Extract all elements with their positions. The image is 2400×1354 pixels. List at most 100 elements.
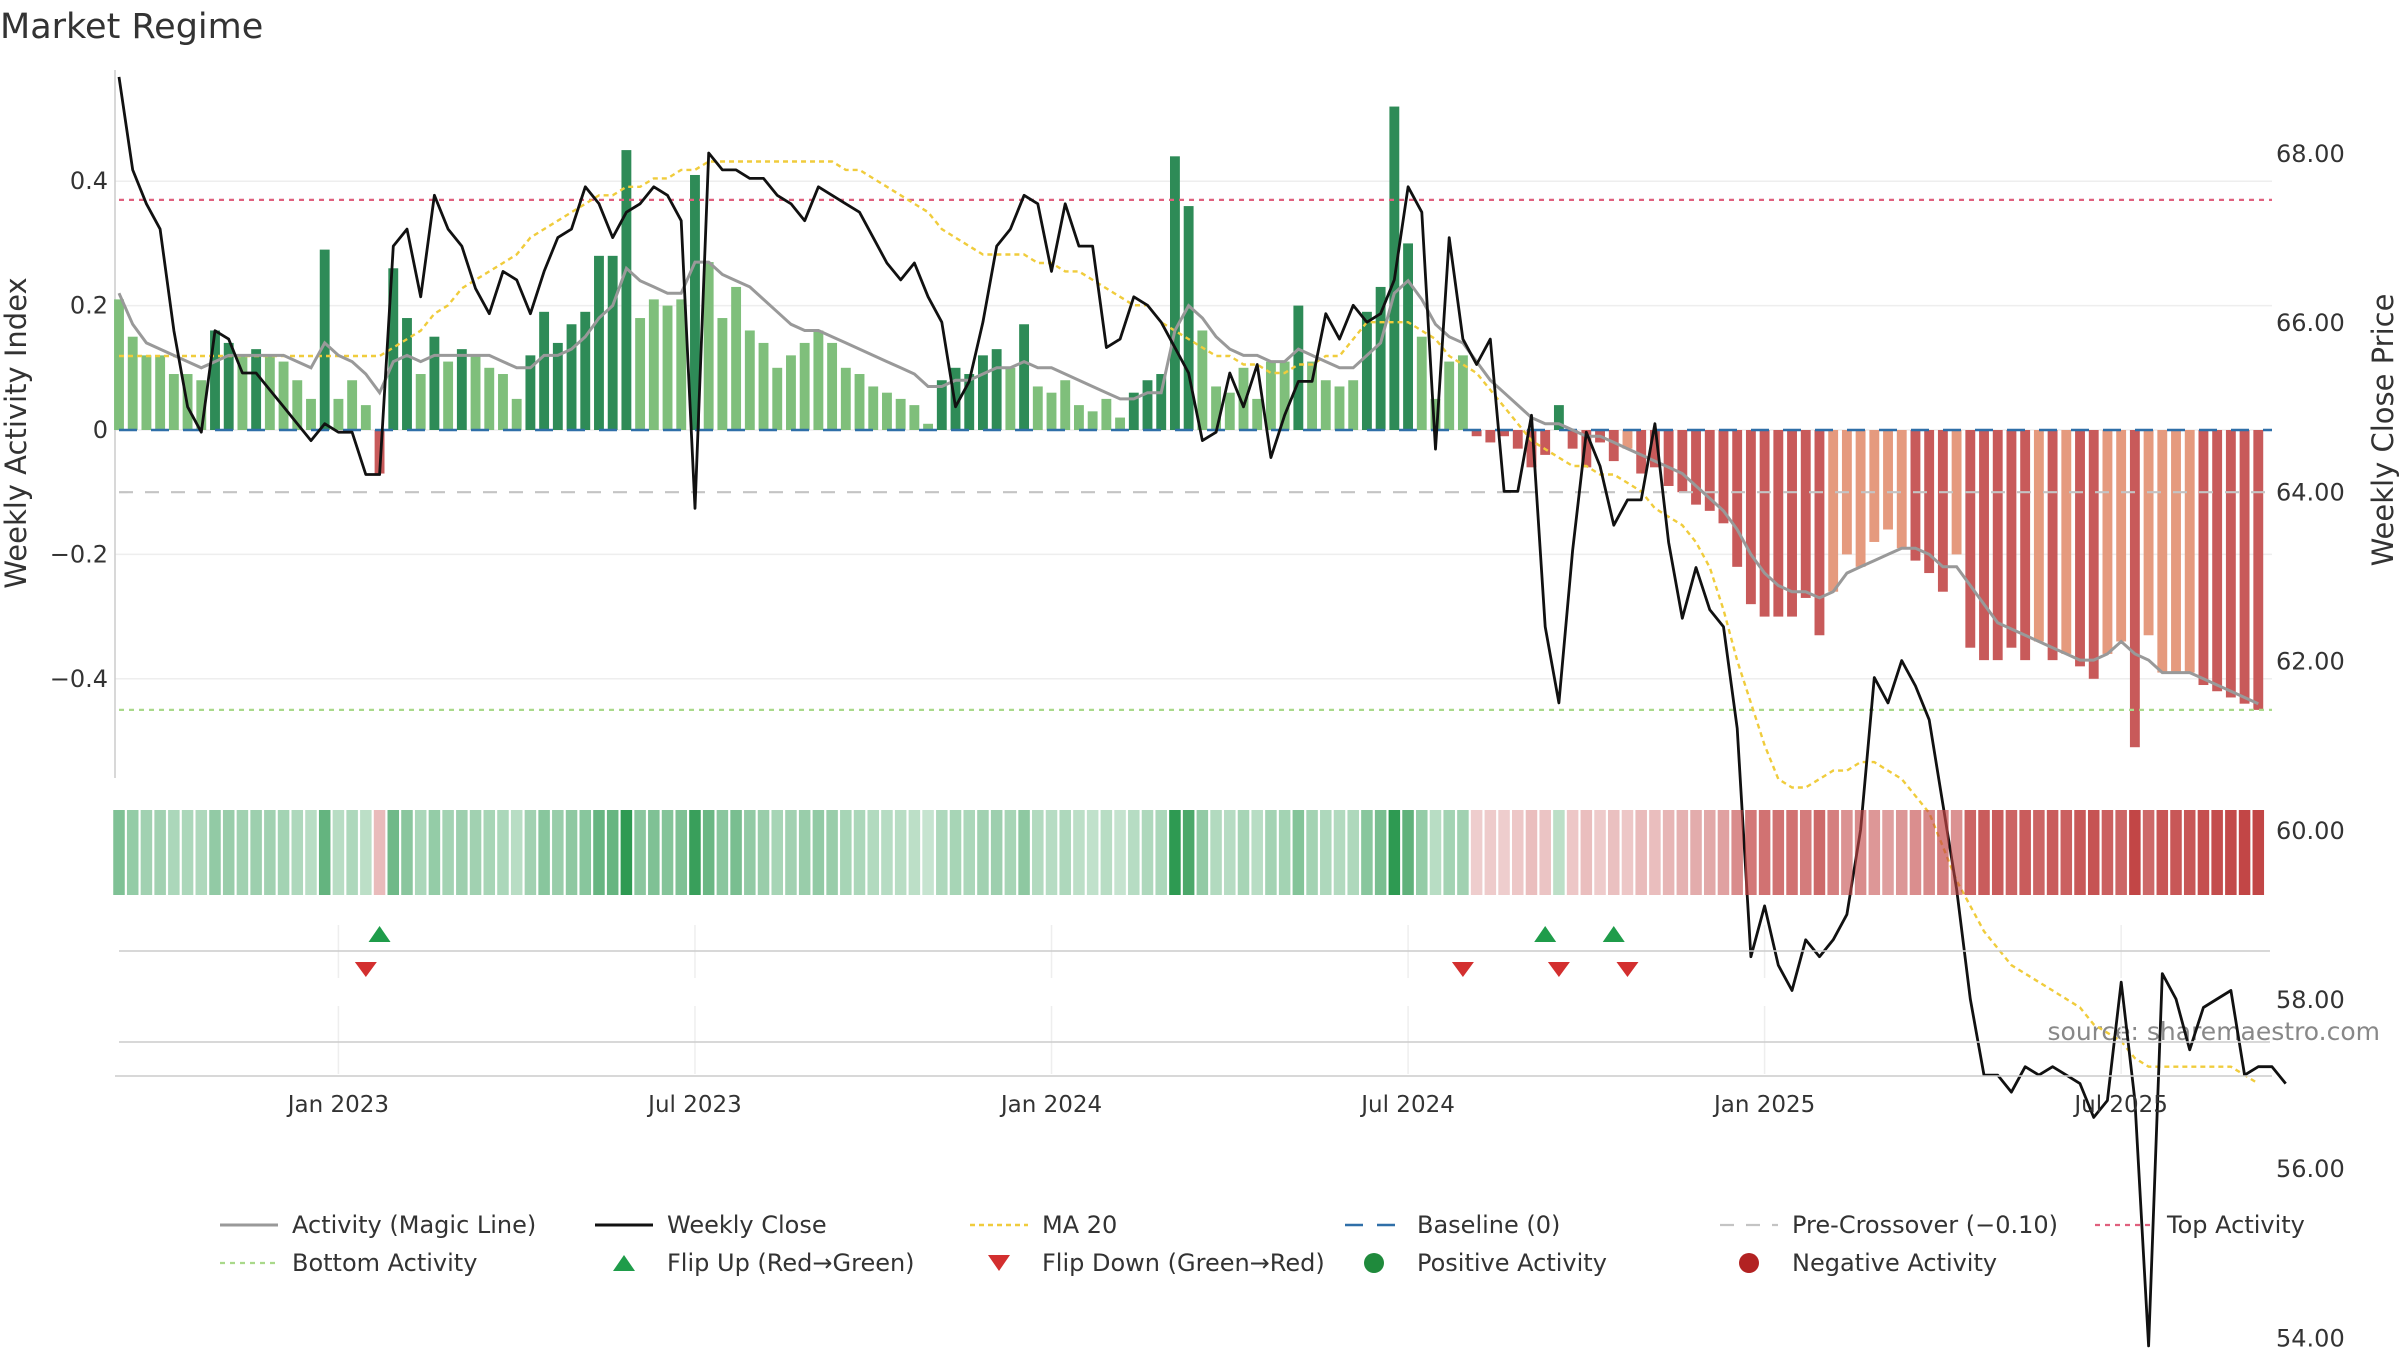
activity-bar xyxy=(360,405,371,430)
x-tick-label: Jan 2023 xyxy=(286,1092,389,1118)
heat-strip-cell xyxy=(1114,810,1126,895)
legend-label: Flip Up (Red→Green) xyxy=(667,1249,915,1277)
activity-bar xyxy=(964,374,975,430)
x-tick-label: Jul 2025 xyxy=(2072,1092,2168,1118)
flip-down-marker xyxy=(354,962,377,977)
activity-bar xyxy=(1457,355,1468,430)
heat-strip-cell xyxy=(949,810,962,895)
activity-bar xyxy=(2061,430,2072,654)
activity-bar xyxy=(676,299,687,430)
heat-strip-cell xyxy=(2060,810,2073,895)
activity-bar xyxy=(1307,361,1318,430)
heat-strip-cell xyxy=(1210,810,1222,895)
activity-bar xyxy=(1581,430,1592,468)
heat-strip-cell xyxy=(373,810,386,895)
heat-strip-cell xyxy=(1374,810,1387,895)
y-left-tick-label: −0.4 xyxy=(50,665,108,693)
activity-bar xyxy=(1224,392,1235,430)
activity-bar xyxy=(2198,430,2209,686)
activity-bar xyxy=(1951,430,1962,555)
x-tick-label: Jul 2023 xyxy=(646,1092,742,1118)
heat-strip-cell xyxy=(1731,810,1743,895)
y-right-tick-label: 60.00 xyxy=(2276,817,2345,845)
heat-strip-cell xyxy=(264,810,276,895)
heat-strip-cell xyxy=(1690,810,1702,895)
activity-bar xyxy=(991,349,1002,430)
legend-item-close: Weekly Close xyxy=(595,1211,827,1239)
activity-bar xyxy=(1211,386,1222,430)
heat-strip-cell xyxy=(1416,810,1428,895)
heat-strip-cell xyxy=(894,810,907,895)
heat-strip-cell xyxy=(840,810,852,895)
activity-bar xyxy=(155,355,166,430)
activity-bar xyxy=(1046,392,1057,430)
activity-bar xyxy=(429,336,440,430)
activity-bar xyxy=(1704,430,1715,511)
heat-strip-cell xyxy=(1703,810,1716,895)
legend-item-baseline: Baseline (0) xyxy=(1345,1211,1560,1239)
heat-strip-cell xyxy=(1799,810,1812,895)
heat-strip-cell xyxy=(318,810,331,895)
heat-strip-cell xyxy=(1032,810,1044,895)
activity-bar xyxy=(1649,430,1660,468)
heat-strip-cell xyxy=(826,810,838,895)
activity-bar xyxy=(292,380,303,430)
heat-strip-cell xyxy=(936,810,948,895)
heat-strip-cell xyxy=(2225,810,2237,895)
heat-strip-cell xyxy=(812,810,825,895)
heat-strip-cell xyxy=(332,810,345,895)
heat-strip-cell xyxy=(222,810,235,895)
activity-bar xyxy=(1499,430,1509,437)
source-label: source: sharemaestro.com xyxy=(2048,1017,2381,1046)
heat-strip-cell xyxy=(702,810,715,895)
heat-strip-cell xyxy=(771,810,784,895)
heat-strip-cell xyxy=(881,810,893,895)
activity-bar xyxy=(2143,430,2154,636)
legend-swatch xyxy=(988,1255,1010,1271)
legend-swatch xyxy=(1739,1253,1759,1273)
activity-bar xyxy=(799,342,810,430)
heat-strip-cell xyxy=(1388,810,1401,895)
activity-bar xyxy=(223,342,234,430)
heat-strip-cell xyxy=(730,810,742,895)
activity-bar xyxy=(813,330,824,430)
legend-label: Flip Down (Green→Red) xyxy=(1042,1249,1325,1277)
heat-strip-cell xyxy=(126,810,139,895)
legend-item-flipdown: Flip Down (Green→Red) xyxy=(988,1249,1325,1277)
activity-bar xyxy=(1348,380,1359,430)
heat-strip-cell xyxy=(2156,810,2169,895)
y-left-tick-label: 0 xyxy=(93,416,108,444)
heat-strip-cell xyxy=(1182,810,1195,895)
activity-bar xyxy=(690,174,700,430)
legend-swatch xyxy=(613,1255,635,1271)
heat-strip-cell xyxy=(579,810,592,895)
ma20-line xyxy=(119,160,2259,1085)
activity-bar xyxy=(1334,386,1345,430)
activity-bar xyxy=(539,311,550,430)
legend-item-neg: Negative Activity xyxy=(1739,1249,1997,1277)
heat-strip-cell xyxy=(442,810,454,895)
activity-bar xyxy=(1512,430,1523,449)
activity-bar xyxy=(1060,380,1071,430)
activity-bar xyxy=(251,349,262,430)
y-right-tick-label: 58.00 xyxy=(2276,986,2345,1014)
heat-strip-cell xyxy=(236,810,249,895)
heat-strip-cell xyxy=(1141,810,1154,895)
activity-bar xyxy=(1416,336,1427,430)
x-tick-label: Jan 2024 xyxy=(999,1092,1102,1118)
legend-item-ma: MA 20 xyxy=(970,1211,1117,1239)
heat-strip-cell xyxy=(1621,810,1634,895)
legend-item-top: Top Activity xyxy=(2095,1211,2305,1239)
activity-bar xyxy=(662,305,673,430)
heat-strip-cell xyxy=(1512,810,1524,895)
heat-strip-cell xyxy=(1827,810,1839,895)
y-right-tick-label: 64.00 xyxy=(2276,478,2345,506)
legend-item-pos: Positive Activity xyxy=(1364,1249,1607,1277)
activity-bar xyxy=(1087,411,1098,430)
activity-bar xyxy=(1183,206,1194,430)
heat-strip-cell xyxy=(634,810,646,895)
activity-bar xyxy=(2047,430,2058,661)
y-right-tick-label: 66.00 xyxy=(2276,309,2345,337)
heat-strip-cell xyxy=(1457,810,1469,895)
heat-strip-cell xyxy=(168,810,180,895)
